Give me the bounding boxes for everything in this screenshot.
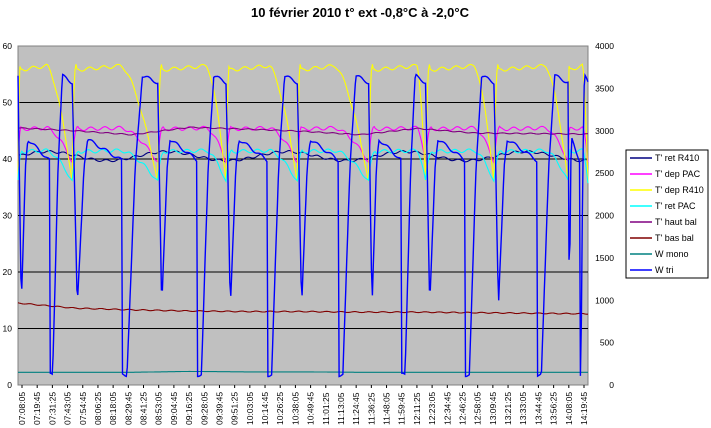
x-tick-label: 13:21:25 [503,392,513,425]
x-tick-label: 14:08:05 [564,392,574,425]
x-tick-label: 11:13:05 [336,392,346,425]
legend-label: W mono [655,249,689,259]
y-left-tick-label: 20 [3,267,13,277]
series-line [18,370,588,373]
legend-label: T' dep R410 [655,185,704,195]
x-tick-label: 13:44:45 [533,392,543,425]
x-tick-label: 11:24:45 [351,392,361,425]
x-tick-label: 07:54:45 [78,392,88,425]
y-left-tick-label: 10 [3,324,13,334]
x-tick-label: 10:38:05 [290,392,300,425]
legend: T' ret R410 T' dep PAC T' dep R410 T' ret P… [625,149,709,279]
series-line [17,125,589,165]
x-tick-label: 12:23:05 [427,392,437,425]
x-tick-label: 12:11:25 [412,392,422,425]
x-tick-label: 07:43:05 [63,392,73,425]
legend-label: T' ret PAC [655,201,696,211]
x-tick-label: 07:19:45 [32,392,42,425]
right-y-axis: 0 500 1000 1500 2000 2500 3000 3500 4000 [595,41,614,390]
series-line [17,126,588,136]
x-tick-label: 08:18:05 [108,392,118,425]
y-right-tick-label: 2500 [595,168,614,178]
x-tick-label: 08:29:45 [123,392,133,425]
chart-title: 10 février 2010 t° ext -0,8°C à -2,0°C [251,5,470,20]
x-tick-label: 09:39:45 [214,392,224,425]
y-right-tick-label: 3500 [595,83,614,93]
y-left-tick-label: 30 [3,211,13,221]
x-tick-label: 11:59:45 [397,392,407,425]
x-tick-label: 14:19:45 [579,392,589,425]
x-tick-label: 10:14:45 [260,392,270,425]
y-right-tick-label: 4000 [595,41,614,51]
legend-label: T' dep PAC [655,169,701,179]
x-tick-label: 10:26:25 [275,392,285,425]
x-tick-label: 11:36:25 [366,392,376,425]
y-right-tick-label: 1500 [595,253,614,263]
x-tick-label: 13:33:05 [518,392,528,425]
y-right-tick-label: 0 [609,380,614,390]
x-tick-label: 10:03:05 [245,392,255,425]
y-right-tick-label: 3000 [595,126,614,136]
legend-label: T' ret R410 [655,153,699,163]
legend-label: T' haut bal [655,217,697,227]
y-right-tick-label: 500 [600,338,614,348]
y-left-tick-label: 0 [7,380,12,390]
x-tick-label: 12:58:05 [473,392,483,425]
x-tick-label: 12:46:25 [457,392,467,425]
x-tick-label: 08:06:25 [93,392,103,425]
y-right-tick-label: 1000 [595,295,614,305]
series-line [17,73,589,378]
x-tick-label: 11:01:25 [321,392,331,425]
x-tick-label: 12:34:45 [442,392,452,425]
x-tick-label: 08:53:05 [154,392,164,425]
y-right-tick-label: 2000 [595,211,614,221]
series-line [17,148,589,184]
series-line [17,302,588,315]
x-tick-label: 09:28:05 [199,392,209,425]
x-axis: 07:08:05 07:19:45 07:31:25 07:43:05 07:54:45… [17,385,589,425]
x-tick-label: 09:04:45 [169,392,179,425]
x-tick-label: 09:51:25 [230,392,240,425]
x-tick-label: 07:31:25 [47,392,57,425]
legend-label: W tri [655,265,674,275]
legend-label: T' bas bal [655,233,694,243]
left-y-axis: 0 10 20 30 40 50 60 [3,41,13,390]
x-tick-label: 13:09:45 [488,392,498,425]
series-lines [17,63,589,378]
y-left-tick-label: 50 [3,98,13,108]
x-tick-label: 09:16:25 [184,392,194,425]
x-tick-label: 08:41:25 [139,392,149,425]
x-tick-label: 10:49:45 [306,392,316,425]
series-line [17,63,589,183]
series-line [17,150,589,163]
y-left-tick-label: 60 [3,41,13,51]
y-left-tick-label: 40 [3,154,13,164]
x-tick-label: 07:08:05 [17,392,27,425]
legend-box [625,149,709,279]
x-tick-label: 11:48:05 [382,392,392,425]
x-tick-label: 13:56:25 [549,392,559,425]
